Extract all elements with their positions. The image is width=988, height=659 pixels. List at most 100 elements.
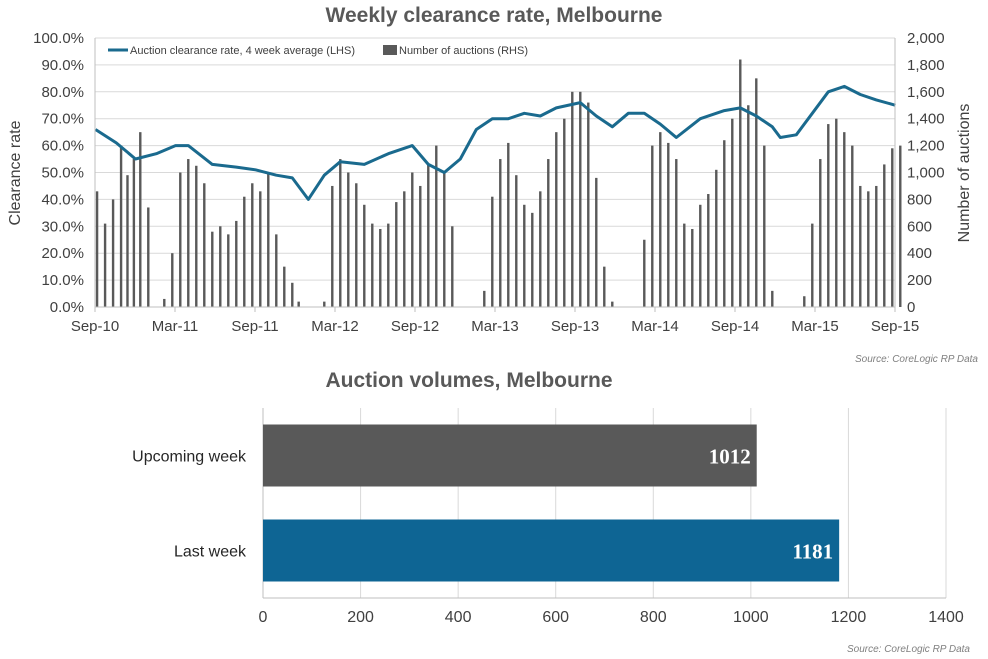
x-tick-label: 200 xyxy=(347,609,374,626)
auction-bar xyxy=(395,202,398,307)
auction-bar xyxy=(739,59,742,307)
chart-title-2: Auction volumes, Melbourne xyxy=(325,369,612,392)
auction-bar xyxy=(675,159,678,307)
auction-bar xyxy=(499,159,502,307)
auction-bar xyxy=(347,172,350,307)
y-tick-label: 20.0% xyxy=(41,245,84,262)
auction-bar xyxy=(643,239,646,307)
category-label: Upcoming week xyxy=(132,449,247,466)
auction-bar xyxy=(187,159,190,307)
auction-bar xyxy=(411,172,414,307)
x-tick-label: 1400 xyxy=(928,609,964,626)
y-tick-label: 0.0% xyxy=(50,299,84,316)
y2-tick-label: 1,400 xyxy=(907,111,945,128)
auction-bar xyxy=(435,145,438,307)
bar-value-label: 1012 xyxy=(709,445,751,469)
y-tick-label: 60.0% xyxy=(41,138,84,155)
auction-bar xyxy=(443,172,446,307)
x-tick-label: 1200 xyxy=(831,609,867,626)
chart-title: Weekly clearance rate, Melbourne xyxy=(326,4,663,27)
auction-bar xyxy=(491,196,494,307)
auction-bar xyxy=(827,124,830,307)
auction-bar xyxy=(691,228,694,307)
auction-bar xyxy=(803,296,806,307)
auction-bar xyxy=(851,145,854,307)
y2-tick-label: 2,000 xyxy=(907,30,945,47)
auction-bar xyxy=(379,228,382,307)
x-tick-label: 600 xyxy=(542,609,569,626)
y2-tick-label: 1,000 xyxy=(907,165,945,182)
auction-bar xyxy=(483,290,486,307)
x-tick-labels: Sep-10 Mar-11 Sep-11 Mar-12 Sep-12 Mar-13 Sep-… xyxy=(71,318,919,335)
auction-bar xyxy=(683,223,686,307)
auction-bar xyxy=(715,169,718,307)
y-axis-title: Clearance rate xyxy=(7,120,24,225)
legend: Auction clearance rate, 4 week average (… xyxy=(108,45,528,57)
auction-bar xyxy=(339,159,342,307)
right-y-tick-labels: 0 200 400 600 800 1,000 1,200 1,400 1,600 1,800 2,… xyxy=(907,30,945,316)
y2-tick-label: 600 xyxy=(907,218,932,235)
auction-bar xyxy=(95,191,99,307)
auction-bar xyxy=(699,204,702,307)
auction-bar xyxy=(891,148,894,307)
x-tick-label: Sep-10 xyxy=(71,318,119,335)
auction-bar xyxy=(587,102,590,307)
x-tick-label: 1000 xyxy=(733,609,769,626)
auction-bar xyxy=(875,185,878,307)
x-tick-label: Mar-12 xyxy=(311,318,359,335)
auction-bar xyxy=(387,223,390,307)
auction-bar xyxy=(171,253,174,307)
auction-bar xyxy=(267,172,270,307)
clearance-rate-series xyxy=(94,84,896,201)
auction-bar xyxy=(119,145,123,307)
x-tick-label: Sep-11 xyxy=(231,318,278,335)
auction-bar xyxy=(331,185,334,307)
auction-bar xyxy=(235,220,238,307)
y2-tick-label: 1,600 xyxy=(907,84,945,101)
legend-line-label: Auction clearance rate, 4 week average (… xyxy=(130,45,355,57)
auction-bar xyxy=(531,212,534,307)
auction-bar xyxy=(819,159,822,307)
auction-bar xyxy=(515,175,518,307)
auction-bar xyxy=(243,196,246,307)
auction-bar xyxy=(867,191,870,307)
auction-bar xyxy=(755,78,758,307)
y2-tick-label: 200 xyxy=(907,272,932,289)
top-axes xyxy=(94,38,896,312)
volume-bars: 1012 1181 xyxy=(263,424,840,582)
source-note-top: Source: CoreLogic RP Data xyxy=(855,354,978,365)
x-tick-label: Mar-15 xyxy=(791,318,839,335)
auction-bar xyxy=(547,159,550,307)
auction-bar xyxy=(227,234,230,307)
category-label: Last week xyxy=(174,544,247,561)
auction-bar xyxy=(811,223,814,307)
auction-bar xyxy=(103,223,107,307)
auction-bar xyxy=(203,183,206,307)
auction-bar xyxy=(707,194,710,307)
x-tick-label: 800 xyxy=(640,609,667,626)
y2-tick-label: 1,200 xyxy=(907,138,945,155)
auction-bar xyxy=(723,140,726,307)
y-tick-label: 40.0% xyxy=(41,191,84,208)
y-tick-label: 50.0% xyxy=(41,165,84,182)
auction-bar xyxy=(132,159,136,307)
x-tick-label: Mar-14 xyxy=(631,318,679,335)
x-tick-label: Sep-13 xyxy=(551,318,599,335)
auction-bar xyxy=(555,132,558,307)
auction-bar xyxy=(603,266,606,307)
y-tick-label: 100.0% xyxy=(33,30,84,47)
auction-bar xyxy=(563,118,566,307)
auction-bar xyxy=(355,183,358,307)
auction-bar xyxy=(275,234,278,307)
y-tick-label: 10.0% xyxy=(41,272,84,289)
auction-bar xyxy=(571,91,574,307)
x-tick-label: Sep-12 xyxy=(391,318,439,335)
auction-bar xyxy=(579,91,582,307)
auction-bar xyxy=(403,191,406,307)
category-labels: Upcoming week Last week xyxy=(132,449,247,561)
auction-bar xyxy=(651,145,654,307)
y2-tick-label: 0 xyxy=(907,299,915,316)
auction-bar xyxy=(297,301,300,307)
auction-bar xyxy=(147,207,150,307)
